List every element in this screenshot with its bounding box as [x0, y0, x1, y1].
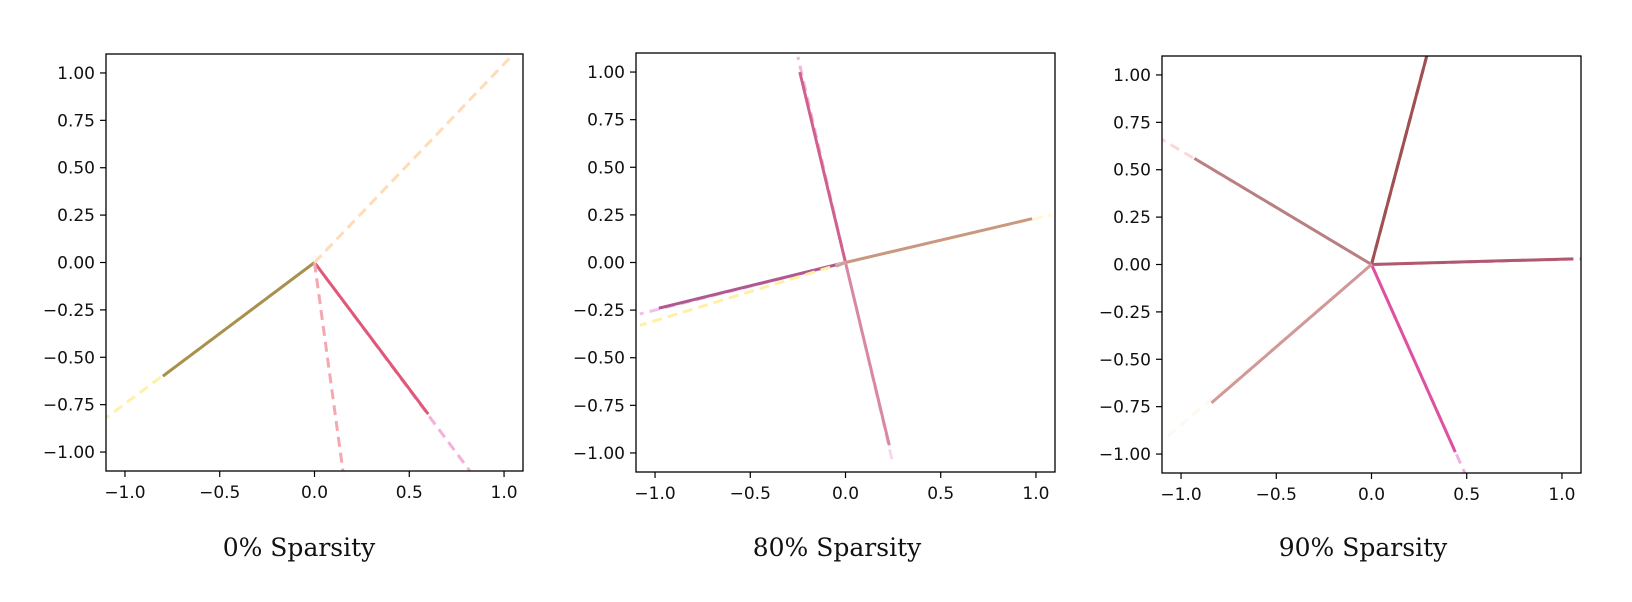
x-tick-label: 1.0	[491, 483, 518, 503]
x-tick-label: 1.0	[1022, 484, 1049, 504]
chart-title: 0% Sparsity	[223, 533, 376, 562]
y-tick-label: 0.00	[587, 254, 625, 274]
chart-title: 80% Sparsity	[753, 533, 922, 562]
y-tick-label: 0.75	[587, 111, 625, 131]
vector-5-dashed-line	[639, 261, 846, 327]
x-tick-label: −1.0	[1160, 485, 1201, 505]
vector-3-solid-line	[845, 217, 1033, 264]
y-tick-label: −0.50	[1099, 350, 1151, 370]
y-tick-label: −1.00	[1099, 445, 1151, 465]
y-tick-label: −0.25	[573, 301, 625, 321]
vector-3-dashed-line	[313, 262, 345, 471]
y-tick-label: 0.50	[587, 158, 625, 178]
y-tick-label: −1.00	[43, 443, 95, 463]
y-tick-label: −1.00	[573, 444, 625, 464]
y-tick-label: −0.25	[43, 301, 95, 321]
y-tick-label: −0.25	[1099, 303, 1151, 323]
x-tick-label: −0.5	[1256, 485, 1297, 505]
vector-5-solid-line	[835, 261, 847, 268]
y-tick-label: 0.25	[1113, 208, 1151, 228]
plot-area	[639, 56, 1052, 465]
x-tick-label: 0.0	[1358, 485, 1385, 505]
x-tick-label: 0.0	[301, 483, 328, 503]
vector-3-solid-line	[1371, 257, 1574, 266]
y-tick-label: −0.50	[573, 349, 625, 369]
x-tick-label: −1.0	[104, 483, 145, 503]
vector-1-solid-line	[1370, 56, 1429, 265]
x-tick-label: −1.0	[634, 484, 675, 504]
chart-panel-1: −1.0 −0.5 0.0 0.5 1.0 1.00 0.75 0.50 0.25 0.00 −0.…	[43, 53, 524, 562]
x-tick-label: 0.5	[927, 484, 954, 504]
y-tick-label: 0.00	[57, 254, 95, 274]
y-tick-label: 0.25	[57, 206, 95, 226]
vector-2-solid-line	[844, 262, 891, 446]
x-tick-label: 1.0	[1548, 485, 1575, 505]
vector-5-dashed-line	[1162, 263, 1373, 442]
vector-4-solid-line	[658, 261, 846, 310]
y-tick-label: 1.00	[57, 64, 95, 84]
y-tick-label: 1.00	[587, 63, 625, 83]
vector-1-solid-line	[161, 261, 316, 378]
x-tick-label: 0.0	[832, 484, 859, 504]
y-tick-label: −0.75	[573, 396, 625, 416]
y-tick-label: 1.00	[1113, 66, 1151, 86]
plot-area	[1162, 56, 1581, 473]
chart-panel-2: −1.0 −0.5 0.0 0.5 1.0 1.00 0.75 0.50 0.25 0.00 −0.…	[573, 52, 1056, 562]
y-tick-label: −0.50	[43, 348, 95, 368]
vector-4-solid-line	[1370, 263, 1457, 453]
chart-title: 90% Sparsity	[1279, 533, 1448, 562]
x-tick-label: −0.5	[199, 483, 240, 503]
y-tick-label: 0.75	[57, 111, 95, 131]
y-tick-label: 0.25	[587, 206, 625, 226]
vector-1-solid-line	[798, 71, 847, 263]
vector-5-solid-line	[1210, 263, 1373, 405]
vector-2-solid-line	[1193, 157, 1373, 266]
x-tick-label: 0.5	[1453, 485, 1480, 505]
x-tick-label: 0.5	[396, 483, 423, 503]
x-tick-label: −0.5	[730, 484, 771, 504]
y-tick-label: 0.50	[1113, 161, 1151, 181]
y-tick-label: 0.00	[1113, 256, 1151, 276]
vector-2-solid-line	[313, 261, 430, 416]
y-tick-label: −0.75	[43, 396, 95, 416]
chart-panel-3: −1.0 −0.5 0.0 0.5 1.0 1.00 0.75 0.50 0.25 0.00 −0.…	[1099, 55, 1582, 562]
vector-4-dashed-line	[313, 54, 515, 264]
y-tick-label: 0.75	[1113, 113, 1151, 133]
y-tick-label: −0.75	[1099, 398, 1151, 418]
plot-area	[106, 54, 515, 471]
y-tick-label: 0.50	[57, 159, 95, 179]
